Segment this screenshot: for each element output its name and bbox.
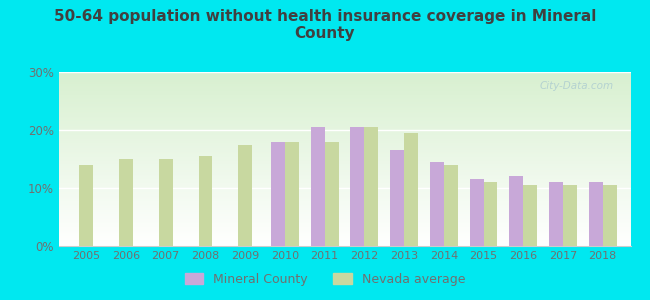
Bar bbox=[510, 176, 523, 246]
Bar bbox=[469, 179, 484, 246]
Legend: Mineral County, Nevada average: Mineral County, Nevada average bbox=[179, 268, 471, 291]
Bar bbox=[484, 182, 497, 246]
Bar bbox=[404, 133, 418, 246]
Text: 50-64 population without health insurance coverage in Mineral
County: 50-64 population without health insuranc… bbox=[54, 9, 596, 41]
Bar bbox=[311, 127, 324, 246]
Bar bbox=[198, 156, 213, 246]
Bar bbox=[159, 159, 173, 246]
Bar bbox=[119, 159, 133, 246]
Bar bbox=[390, 150, 404, 246]
Bar bbox=[589, 182, 603, 246]
Bar bbox=[365, 127, 378, 246]
Bar bbox=[563, 185, 577, 246]
Bar bbox=[271, 142, 285, 246]
Bar bbox=[285, 142, 299, 246]
Bar bbox=[430, 162, 444, 246]
Text: City-Data.com: City-Data.com bbox=[540, 81, 614, 91]
Bar bbox=[239, 145, 252, 246]
Bar bbox=[350, 127, 365, 246]
Bar bbox=[324, 142, 339, 246]
Bar bbox=[444, 165, 458, 246]
Bar bbox=[603, 185, 617, 246]
Bar bbox=[549, 182, 563, 246]
Bar bbox=[79, 165, 93, 246]
Bar bbox=[523, 185, 537, 246]
